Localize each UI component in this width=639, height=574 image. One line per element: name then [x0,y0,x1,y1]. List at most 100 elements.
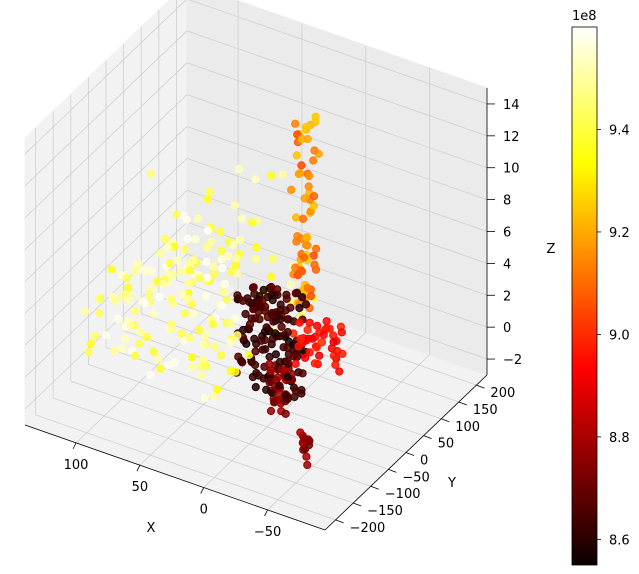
y-axis-title: Y [447,476,456,491]
data-point-yellow-band [202,257,211,266]
y-tick-label: −200 [350,521,386,536]
data-points [80,112,347,470]
data-point-yellow-band [149,347,158,357]
z-tick-label: 8 [503,194,511,209]
colorbar-exponent: 1e8 [572,9,597,24]
colorbar: 1e8 8.6 8.8 9.0 9.2 9.4 [571,9,630,566]
colorbar-tick-label: 8.6 [609,533,630,548]
data-point-dark-core [260,327,269,336]
data-point-yellow-band [208,320,218,329]
data-point-orange-spike [291,119,300,128]
grid-line [24,221,188,378]
y-tick-label: −150 [367,504,403,519]
data-point-yellow-band [101,331,111,340]
data-point-yellow-band [202,273,211,282]
data-point-yellow-band [178,290,187,299]
data-point-sparse-yellow [224,252,233,261]
data-point-sparse-yellow [230,201,239,210]
data-point-red-arm [308,334,317,343]
data-point-sparse-yellow [237,214,246,223]
data-point-yellow-band [84,348,93,357]
data-point-sparse-yellow [189,256,198,265]
data-point-red-arm [331,360,340,369]
data-point-orange-spike [309,156,318,165]
data-point-dark-red-column [266,367,275,376]
grid-line [24,0,187,155]
y-tick-label: −50 [402,470,429,485]
data-point-yellow-band [122,274,132,283]
data-point-yellow-band [189,309,198,318]
data-point-yellow-band [210,269,219,278]
data-point-yellow-band [154,354,163,363]
x-tick-mark [136,465,141,472]
data-point-orange-spike [309,201,318,210]
data-point-orange-spike [312,244,321,253]
y-tick-mark [405,452,415,456]
data-point-yellow-band [199,340,208,349]
grid-line [186,62,488,169]
data-point-dark-core [249,283,258,292]
data-point-yellow-band [233,269,242,278]
data-point-yellow-band [107,265,116,274]
data-point-yellow-band [146,370,155,379]
data-point-red-arm [301,353,310,362]
data-point-dark-core [259,285,268,295]
data-point-yellow-band [155,249,165,258]
data-point-dark-core [289,352,299,361]
data-point-orange-spike [310,260,319,269]
data-point-dark-core [271,350,280,359]
data-point-yellow-band [207,237,216,246]
grid-line [186,126,488,232]
x-axis-title: X [147,521,156,536]
data-point-yellow-band [197,371,206,381]
data-point-dark-core [301,300,311,309]
data-point-red-arm [329,337,338,347]
data-point-yellow-band [203,243,212,252]
data-point-sparse-yellow [251,175,260,184]
z-tick-label: 4 [503,257,511,272]
data-point-red-arm [315,351,324,360]
data-point-yellow-band [226,338,235,347]
data-point-dark-core [271,316,280,325]
data-point-dark-core [258,345,267,354]
data-point-dark-core [281,306,290,315]
colorbar-tick-label: 8.8 [609,431,630,446]
data-point-yellow-band [180,245,189,254]
data-point-yellow-band [202,292,211,301]
data-point-dark-core [295,303,304,313]
z-tick-label: 12 [503,130,520,145]
z-tick-label: 6 [503,226,511,241]
data-point-yellow-band [165,259,175,268]
data-point-yellow-band [167,324,176,333]
data-point-sparse-yellow [228,241,237,250]
data-point-far-dark-red-chain [302,452,311,461]
data-point-yellow-band [200,394,209,403]
data-point-yellow-band [235,236,244,245]
data-point-dark-core [283,394,292,403]
data-point-dark-core [250,334,259,343]
data-point-orange-spike [310,146,319,155]
data-point-red-arm [337,328,346,337]
data-point-yellow-band [219,288,228,297]
data-point-yellow-band [179,211,188,220]
data-point-orange-spike [292,213,301,222]
data-point-yellow-band [118,344,127,353]
x-tick-label: −50 [254,525,281,540]
y-tick-label: 100 [455,420,480,435]
data-point-dark-core [237,356,246,366]
colorbar-tick-label: 9.4 [609,123,630,138]
data-point-yellow-band [110,296,120,305]
grid-line [105,347,407,453]
data-point-yellow-band [231,261,240,270]
data-point-yellow-band [171,358,180,367]
data-point-red-arm [305,318,314,327]
data-point-yellow-band [124,283,133,292]
data-point-yellow-band [194,325,204,335]
data-point-yellow-band [86,339,95,348]
data-point-orange-spike [311,112,320,121]
grid-line [88,363,389,470]
data-point-yellow-band [194,214,203,223]
data-point-yellow-band [126,321,135,330]
data-point-orange-spike [299,253,309,262]
data-point-yellow-band [252,243,261,252]
